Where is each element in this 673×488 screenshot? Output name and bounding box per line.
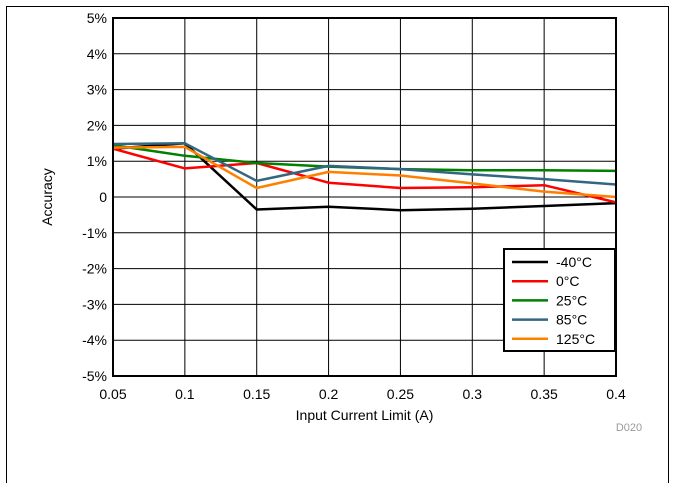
y-axis-label: Accuracy [39, 168, 55, 226]
legend-label: 125°C [556, 331, 595, 347]
y-tick-label: -1% [82, 225, 107, 241]
y-tick-label: -2% [82, 261, 107, 277]
y-tick-label: -5% [82, 368, 107, 384]
x-tick-label: 0.15 [243, 386, 270, 402]
legend-label: -40°C [556, 254, 592, 270]
y-tick-label: 2% [87, 117, 107, 133]
legend-label: 85°C [556, 312, 587, 328]
legend-label: 25°C [556, 292, 587, 308]
x-tick-label: 0.05 [99, 386, 126, 402]
plot-border [112, 17, 617, 377]
y-tick-label: 4% [87, 46, 107, 62]
x-tick-labels: 0.05 0.1 0.15 0.2 0.25 0.3 0.35 0.4 [99, 386, 626, 402]
y-tick-labels: 5% 4% 3% 2% 1% 0 -1% -2% -3% -4% -5% [82, 10, 107, 384]
series-line-3 [112, 142, 617, 186]
x-tick-label: 0.1 [175, 386, 195, 402]
y-tick-label: -3% [82, 296, 107, 312]
x-tick-label: 0.4 [606, 386, 626, 402]
y-tick-label: 3% [87, 82, 107, 98]
series-line-4 [112, 145, 617, 199]
x-axis-label: Input Current Limit (A) [296, 407, 434, 423]
x-tick-label: 0.35 [531, 386, 558, 402]
x-tick-label: 0.2 [319, 386, 339, 402]
y-tick-label: 1% [87, 153, 107, 169]
y-tick-label: 0 [99, 189, 107, 205]
series-line-1 [112, 147, 617, 204]
legend-label: 0°C [556, 273, 580, 289]
series-line-0 [112, 142, 617, 212]
x-tick-label: 0.3 [463, 386, 483, 402]
legend: -40°C 0°C 25°C 85°C 125°C [503, 248, 616, 352]
y-tick-label: -4% [82, 332, 107, 348]
series-lines [112, 142, 617, 212]
y-tick-label: 5% [87, 10, 107, 26]
x-tick-label: 0.25 [387, 386, 414, 402]
figure-id-label: D020 [616, 422, 642, 434]
